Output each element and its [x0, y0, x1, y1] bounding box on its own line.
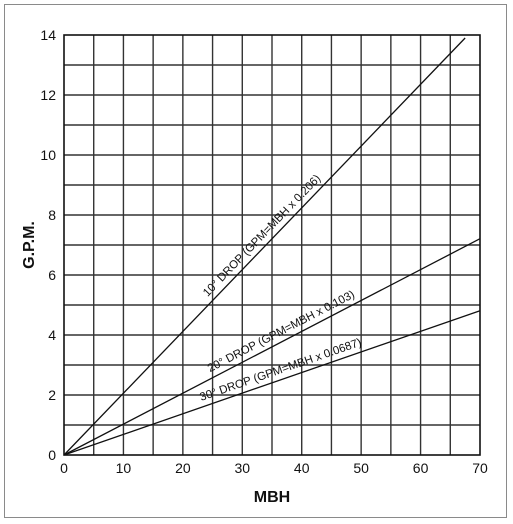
- y-tick-label: 10: [40, 147, 56, 163]
- y-tick-label: 12: [40, 87, 56, 103]
- y-tick-label: 4: [48, 327, 56, 343]
- plot-border: [63, 34, 481, 456]
- x-tick-label: 40: [294, 460, 310, 476]
- x-tick-label: 30: [234, 460, 250, 476]
- series-line-3: [63, 310, 481, 456]
- y-tick-label: 14: [40, 27, 56, 43]
- y-tick-label: 6: [48, 267, 56, 283]
- x-tick-label: 70: [472, 460, 488, 476]
- y-tick-labels: 0 2 4 6 8 10 12 14: [40, 27, 56, 463]
- series-line-2: [63, 238, 481, 456]
- series-line-1: [63, 37, 466, 456]
- x-tick-label: 0: [60, 460, 68, 476]
- x-tick-label: 50: [353, 460, 369, 476]
- y-tick-label: 2: [48, 387, 56, 403]
- series-lines: [63, 37, 481, 456]
- grid: [64, 35, 480, 455]
- x-axis-title: MBH: [254, 489, 290, 506]
- y-axis-title: G.P.M.: [21, 221, 38, 269]
- x-tick-labels: 0 10 20 30 40 50 60 70: [60, 460, 488, 476]
- y-tick-label: 8: [48, 207, 56, 223]
- x-tick-label: 10: [116, 460, 132, 476]
- x-tick-label: 60: [413, 460, 429, 476]
- x-tick-label: 20: [175, 460, 191, 476]
- y-tick-label: 0: [48, 447, 56, 463]
